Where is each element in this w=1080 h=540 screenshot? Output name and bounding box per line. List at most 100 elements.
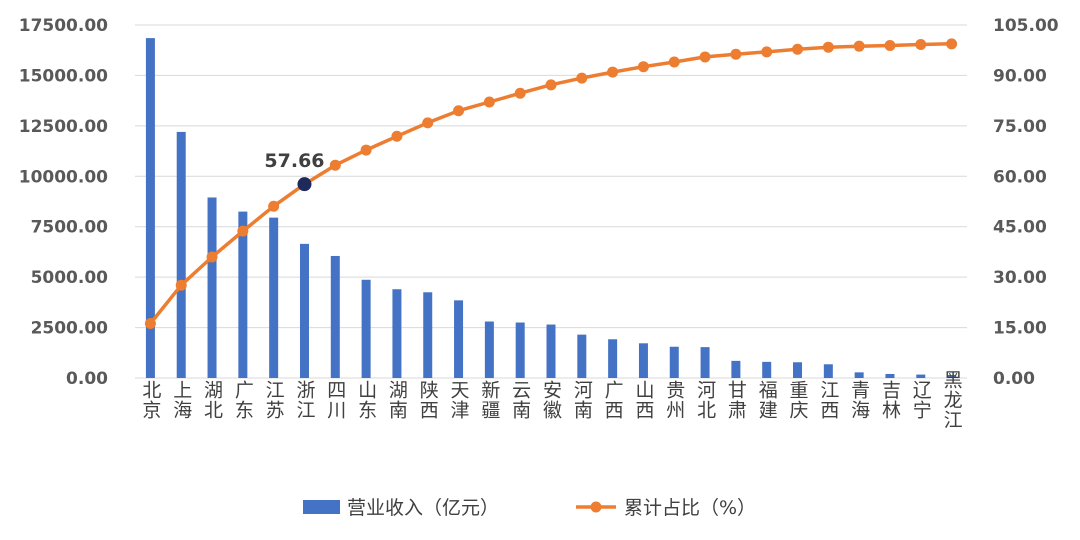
line-point [915, 38, 927, 50]
y-right-tick-label: 105.00 [993, 16, 1059, 36]
y-left-tick-label: 2500.00 [31, 319, 109, 339]
line-point [268, 200, 280, 212]
x-axis: 北京 上海 湖北 广东 江苏 浙江 四川 山东 湖南 陕西 天津 新疆 云南 安徽 河南 广西 山西 贵州 河北 甘肃… [139, 370, 962, 430]
line-point [699, 51, 711, 63]
x-tick-label: 甘肃 [725, 380, 747, 420]
bar [700, 347, 710, 378]
line-point [144, 318, 156, 330]
bar [207, 197, 217, 378]
bar [484, 321, 494, 378]
y-left-tick-label: 17500.00 [19, 16, 108, 36]
x-tick-label: 浙江 [293, 380, 315, 420]
line-point [453, 105, 465, 117]
bar [947, 374, 957, 378]
bar [854, 372, 864, 378]
x-tick-label: 辽宁 [910, 380, 932, 420]
bar [885, 373, 895, 378]
y-right-tick-label: 45.00 [993, 218, 1047, 238]
bar [361, 279, 371, 378]
line-point [483, 96, 495, 108]
line-point [545, 79, 557, 91]
x-tick-label: 四川 [324, 380, 346, 420]
line-point [884, 40, 896, 52]
line-point [422, 117, 434, 129]
y-left-tick-label: 0.00 [66, 369, 108, 389]
highlight-point [297, 177, 312, 192]
y-right-tick-label: 0.00 [993, 369, 1035, 389]
x-tick-label: 江西 [817, 380, 839, 420]
bar [546, 324, 556, 378]
bar [423, 292, 433, 378]
line-point [730, 48, 742, 60]
line-point [360, 144, 372, 156]
legend-label: 营业收入（亿元） [347, 497, 499, 519]
line-point [607, 66, 619, 78]
y-left-tick-label: 5000.00 [31, 268, 109, 288]
y-right-tick-label: 90.00 [993, 66, 1047, 86]
y-left-tick-label: 15000.00 [19, 66, 108, 86]
legend-bar-swatch [303, 500, 340, 514]
data-label: 57.66 [264, 150, 324, 172]
line-point [946, 38, 958, 50]
legend-line-marker [590, 501, 602, 513]
x-tick-label: 福建 [756, 380, 778, 420]
x-tick-label: 湖北 [201, 380, 223, 420]
x-tick-label: 吉林 [879, 380, 901, 420]
bar [762, 361, 772, 378]
legend: 营业收入（亿元） 累计占比（%） [303, 497, 756, 519]
line-point [175, 279, 187, 291]
bar [731, 360, 741, 378]
bar [823, 364, 833, 378]
line-point [237, 225, 249, 237]
bar [392, 289, 402, 378]
line-point [792, 43, 804, 55]
x-tick-label: 山东 [355, 380, 377, 420]
bar [608, 339, 618, 378]
line-point [822, 41, 834, 53]
line-point [391, 130, 403, 142]
x-tick-label: 北京 [139, 380, 161, 420]
y-left-tick-label: 7500.00 [31, 218, 109, 238]
bar [669, 346, 679, 378]
bar [515, 322, 525, 378]
y-right-tick-label: 60.00 [993, 167, 1047, 187]
y-left-tick-label: 12500.00 [19, 117, 108, 137]
y-right-tick-label: 75.00 [993, 117, 1047, 137]
x-tick-label: 陕西 [417, 380, 439, 420]
line-point [853, 40, 865, 52]
bar [330, 255, 340, 378]
x-tick-label: 广西 [602, 380, 624, 420]
x-tick-label: 上海 [170, 380, 192, 420]
y-axis-left: 0.00 2500.00 5000.00 7500.00 10000.00 12500.0… [19, 16, 108, 389]
bar [145, 38, 155, 379]
x-tick-label: 青海 [848, 380, 870, 420]
x-tick-label: 重庆 [787, 380, 809, 420]
bar [238, 211, 248, 378]
x-tick-label: 广东 [232, 380, 254, 420]
y-right-tick-label: 15.00 [993, 319, 1047, 339]
bar [577, 334, 587, 378]
bar [916, 374, 926, 378]
line-point [576, 72, 588, 84]
x-tick-label: 河北 [694, 380, 716, 420]
line-point [761, 46, 773, 58]
bar [299, 243, 309, 378]
bar [176, 131, 186, 378]
y-left-tick-label: 10000.00 [19, 167, 108, 187]
bar [638, 343, 648, 378]
bar [454, 300, 464, 378]
x-tick-label: 新疆 [478, 380, 500, 420]
line-point [637, 61, 649, 73]
x-tick-label: 安徽 [540, 380, 562, 420]
x-tick-label: 云南 [509, 380, 531, 420]
y-right-tick-label: 30.00 [993, 268, 1047, 288]
line-point [514, 87, 526, 99]
x-tick-label: 黑龙江 [941, 370, 963, 430]
line-series [144, 38, 958, 330]
x-tick-label: 天津 [448, 380, 470, 420]
line-point [329, 159, 341, 171]
x-tick-label: 湖南 [386, 380, 408, 420]
bar [269, 217, 279, 378]
